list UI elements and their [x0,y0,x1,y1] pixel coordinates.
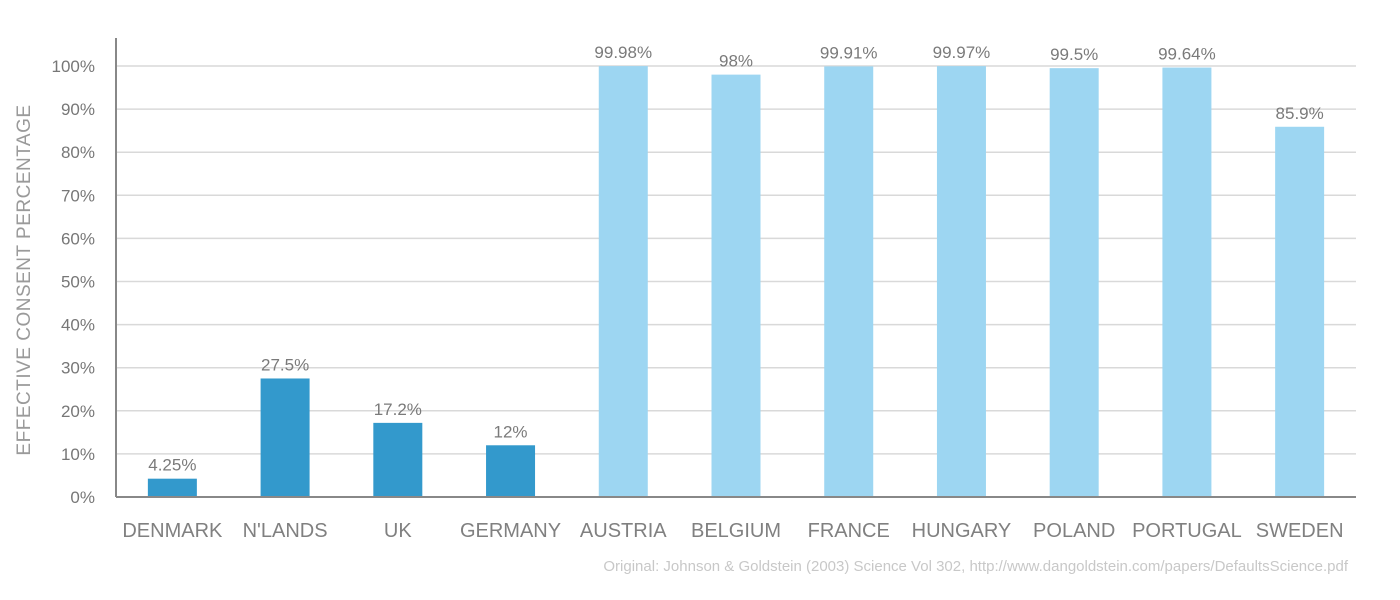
y-tick-label: 40% [61,316,95,335]
x-tick-label: AUSTRIA [580,520,667,542]
data-label: 99.98% [594,43,652,62]
y-tick-label: 30% [61,359,95,378]
y-tick-label: 50% [61,273,95,292]
x-tick-label: GERMANY [460,520,561,542]
data-label: 99.64% [1158,45,1216,64]
bar [147,478,197,497]
bar [824,66,874,497]
bar [373,422,423,497]
x-tick-label: BELGIUM [691,520,781,542]
data-label: 12% [494,422,528,441]
y-tick-label: 10% [61,445,95,464]
x-tick-label: SWEDEN [1256,520,1344,542]
data-label: 99.91% [820,43,878,62]
y-axis-ticks: 0% 10% 20% 30% 40% 50% 60% 70% 80% 90% 100% [52,57,95,507]
y-tick-label: 0% [70,488,95,507]
data-label: 27.5% [261,355,309,374]
x-tick-label: DENMARK [122,520,223,542]
y-tick-label: 90% [61,100,95,119]
x-tick-label: FRANCE [808,520,890,542]
bar [1049,68,1099,497]
y-tick-label: 70% [61,186,95,205]
y-tick-label: 60% [61,229,95,248]
data-label: 99.5% [1050,45,1098,64]
y-tick-label: 20% [61,402,95,421]
data-label: 17.2% [374,400,422,419]
x-tick-label: UK [384,520,412,542]
x-tick-label: HUNGARY [912,520,1012,542]
y-tick-label: 100% [52,57,95,76]
bar [260,378,310,497]
data-label: 4.25% [148,456,196,475]
source-credit: Original: Johnson & Goldstein (2003) Sci… [603,558,1348,575]
x-tick-label: PORTUGAL [1132,520,1242,542]
x-tick-label: POLAND [1033,520,1115,542]
bar [486,445,536,497]
bar [1162,67,1212,497]
data-label: 85.9% [1276,104,1324,123]
bar [936,66,986,497]
bar [598,66,648,498]
bar [711,74,761,498]
y-tick-label: 80% [61,143,95,162]
bar [1275,126,1325,497]
x-tick-label: N'LANDS [243,520,328,542]
y-axis-title: EFFECTIVE CONSENT PERCENTAGE [14,104,35,455]
bars [147,66,1325,498]
value-labels: 4.25% 27.5% 17.2% 12% 99.98% 98% 99.91% 99.97% 9… [148,43,1323,475]
x-axis-categories: DENMARK N'LANDS UK GERMANY AUSTRIA BELGIUM FRA… [122,520,1343,542]
data-label: 99.97% [933,43,991,62]
data-label: 98% [719,52,753,71]
